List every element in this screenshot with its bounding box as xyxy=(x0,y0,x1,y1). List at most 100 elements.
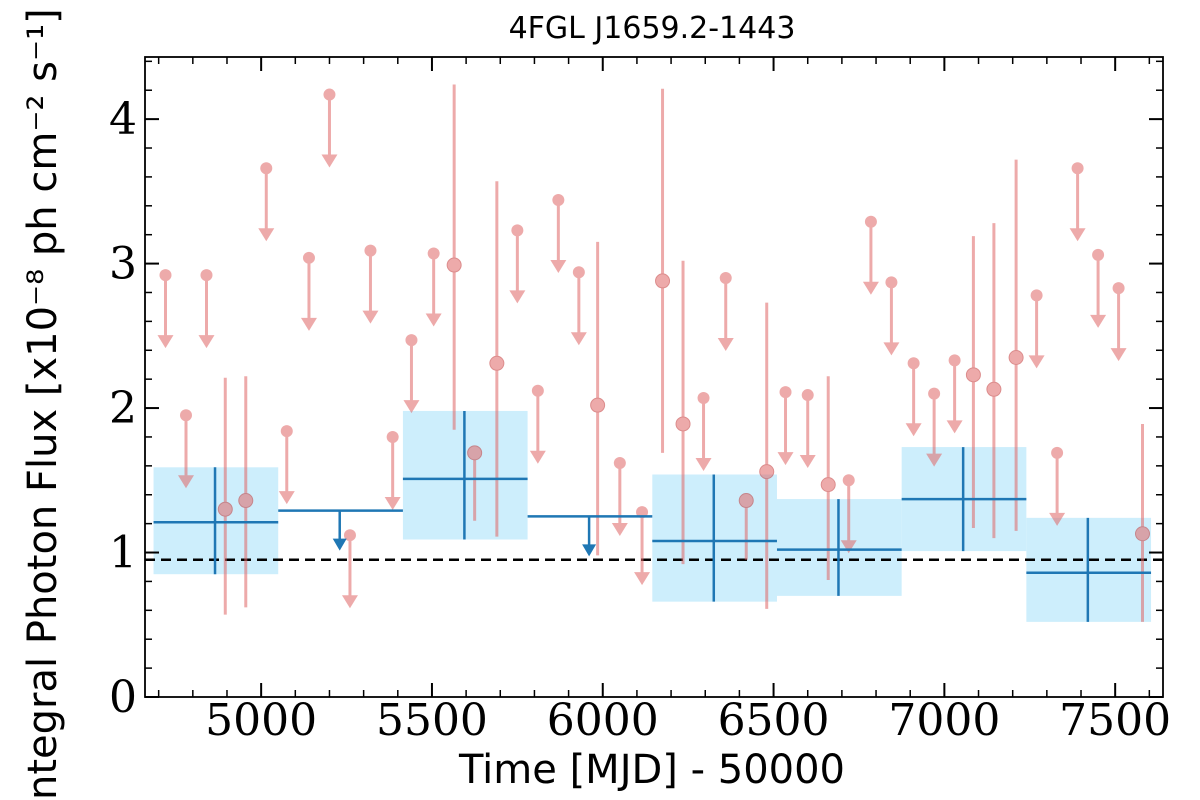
upper-limit-arrow xyxy=(1110,348,1127,362)
upper-limit-point xyxy=(885,276,898,289)
x-tick-label: 7500 xyxy=(1059,695,1171,746)
long-bin-series xyxy=(153,410,1152,622)
short-bin-upper-limit xyxy=(258,162,275,242)
upper-limit-arrow xyxy=(198,335,215,349)
upper-limit-point xyxy=(386,430,399,443)
short-bin-upper-limit xyxy=(1069,162,1086,242)
upper-limit-arrow xyxy=(300,317,317,331)
short-bin-detection xyxy=(217,377,233,615)
short-bin-detection xyxy=(238,376,254,608)
short-bin-upper-limit xyxy=(425,247,442,327)
short-bin-upper-limit xyxy=(611,456,628,536)
short-bin-point xyxy=(1008,349,1024,365)
short-bin-upper-limit xyxy=(862,215,879,295)
short-bin-upper-limit xyxy=(362,244,379,324)
x-axis-label: Time [MJD] - 50000 xyxy=(458,747,845,793)
short-bin-detection xyxy=(675,260,691,565)
upper-limit-arrow xyxy=(634,572,651,586)
short-bin-detection xyxy=(489,181,505,537)
upper-limit-point xyxy=(719,272,732,285)
short-bin-detection xyxy=(446,84,462,430)
short-bin-upper-limit xyxy=(198,269,215,349)
short-bin-upper-limit xyxy=(321,88,338,168)
short-bin-detection xyxy=(1135,423,1151,622)
short-bin-point xyxy=(217,501,233,517)
upper-limit-point xyxy=(1112,282,1125,295)
short-bin-upper-limit xyxy=(883,276,900,356)
upper-limit-point xyxy=(364,244,377,257)
short-bin-upper-limit xyxy=(300,251,317,331)
upper-limit-point xyxy=(1051,446,1064,459)
chart-title: 4FGL J1659.2-1443 xyxy=(509,11,796,46)
short-bin-point xyxy=(590,397,606,413)
long-bin-detection xyxy=(402,410,528,540)
upper-limit-arrow xyxy=(905,423,922,437)
upper-limit-arrow xyxy=(1028,355,1045,369)
short-bin-upper-limit xyxy=(278,425,295,505)
upper-limit-arrow xyxy=(926,453,943,467)
long-bin-detection xyxy=(901,447,1027,552)
upper-limit-arrow xyxy=(883,342,900,356)
short-bin-detection xyxy=(986,223,1002,539)
upper-limit-arrow xyxy=(1069,228,1086,242)
short-bin-detection xyxy=(655,88,671,453)
upper-limit-point xyxy=(1030,289,1043,302)
short-bin-point xyxy=(820,477,836,493)
upper-limit-point xyxy=(280,425,293,438)
upper-limit-point xyxy=(531,384,544,397)
short-bin-point xyxy=(655,273,671,289)
short-bin-upper-limit xyxy=(1028,289,1045,369)
short-bin-upper-limit xyxy=(926,387,943,467)
upper-limit-point xyxy=(260,162,273,175)
upper-limit-arrow xyxy=(403,400,420,414)
upper-limit-point xyxy=(697,391,710,404)
upper-limit-point xyxy=(323,88,336,101)
short-bin-detection xyxy=(820,376,836,580)
upper-limit-arrow xyxy=(862,281,879,295)
upper-limit-arrow xyxy=(509,290,526,304)
upper-limit-arrow xyxy=(550,260,567,274)
upper-limit-point xyxy=(302,251,315,264)
short-bin-point xyxy=(238,493,254,509)
short-bin-point xyxy=(738,493,754,509)
upper-limit-arrow xyxy=(529,450,546,464)
short-bin-upper-limit xyxy=(946,354,963,434)
upper-limit-point xyxy=(864,215,877,228)
short-bin-point xyxy=(1135,526,1151,542)
short-bin-upper-limit xyxy=(695,391,712,471)
x-tick-label: 7000 xyxy=(888,695,1000,746)
upper-limit-arrow xyxy=(799,455,816,469)
x-tick-label: 5500 xyxy=(376,695,488,746)
upper-limit-point xyxy=(427,247,440,260)
upper-limit-arrow xyxy=(777,452,794,466)
upper-limit-arrow xyxy=(611,522,628,536)
upper-limit-arrow xyxy=(362,310,379,324)
upper-limit-arrow xyxy=(332,538,347,551)
upper-limit-arrow xyxy=(840,540,857,554)
y-tick-labels: 0 1 2 3 4 xyxy=(109,94,137,723)
short-bin-upper-limit xyxy=(157,269,174,349)
upper-limit-point xyxy=(552,194,565,207)
upper-limit-arrow xyxy=(717,338,734,352)
upper-limit-arrow xyxy=(258,228,275,242)
upper-limit-point xyxy=(613,456,626,469)
short-bin-upper-limit xyxy=(177,409,194,489)
short-bin-upper-limit xyxy=(777,386,794,466)
short-bin-upper-limit xyxy=(905,357,922,437)
upper-limit-point xyxy=(842,474,855,487)
short-bin-detection xyxy=(965,236,981,528)
short-bin-upper-limit xyxy=(550,194,567,274)
upper-limit-point xyxy=(343,529,356,542)
long-bin-detection xyxy=(1026,517,1152,622)
x-tick-label: 6000 xyxy=(547,695,659,746)
axis-ticks xyxy=(145,57,1163,698)
upper-limit-point xyxy=(801,389,814,402)
upper-limit-point xyxy=(200,269,213,282)
short-bin-point xyxy=(467,445,483,461)
short-bin-upper-limit xyxy=(634,506,651,586)
upper-limit-point xyxy=(572,266,585,279)
short-bin-upper-limit xyxy=(341,529,358,609)
upper-limit-arrow xyxy=(341,595,358,609)
upper-limit-point xyxy=(1092,248,1105,261)
